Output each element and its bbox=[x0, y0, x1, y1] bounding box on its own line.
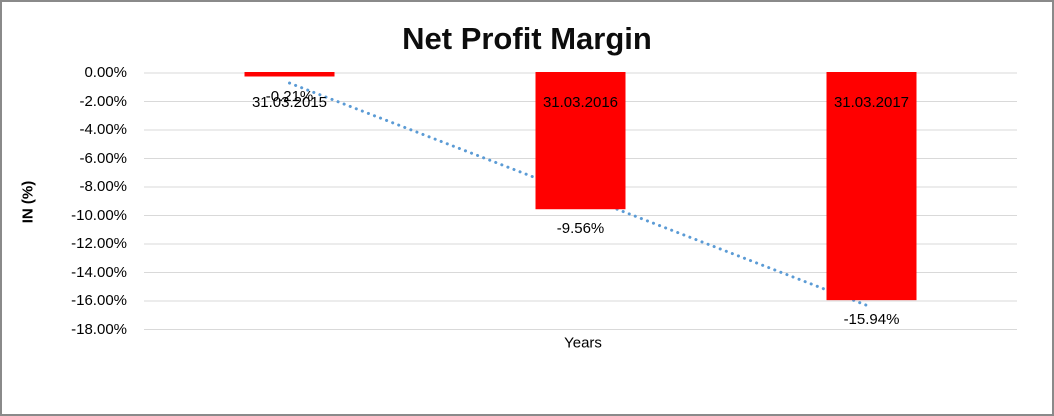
y-tick-label: 0.00% bbox=[84, 64, 127, 81]
y-tick-label: -10.00% bbox=[71, 206, 127, 224]
y-tick-label: -6.00% bbox=[79, 149, 127, 167]
y-tick-label: -12.00% bbox=[71, 235, 127, 252]
bar bbox=[826, 72, 917, 301]
data-label: -15.94% bbox=[843, 311, 900, 329]
bar-series bbox=[244, 72, 917, 301]
chart-title: Net Profit Margin bbox=[402, 21, 652, 56]
y-axis-title: IN (%) bbox=[19, 180, 37, 224]
y-tick-label: -8.00% bbox=[79, 178, 127, 195]
bar bbox=[535, 72, 626, 210]
y-tick-label: -14.00% bbox=[71, 263, 127, 281]
y-tick-label: -2.00% bbox=[79, 92, 127, 110]
bar bbox=[244, 72, 335, 77]
y-tick-label: -16.00% bbox=[71, 292, 127, 309]
x-axis-title: Years bbox=[564, 334, 602, 352]
data-label: -9.56% bbox=[556, 220, 605, 238]
data-label: -0.21% bbox=[265, 87, 314, 105]
category-label: 31.03.2015 bbox=[251, 94, 328, 111]
category-label: 31.03.2016 bbox=[542, 94, 619, 111]
category-label: 31.03.2017 bbox=[833, 94, 910, 111]
y-tick-label: -4.00% bbox=[79, 121, 127, 138]
y-tick-label: -18.00% bbox=[71, 320, 127, 338]
